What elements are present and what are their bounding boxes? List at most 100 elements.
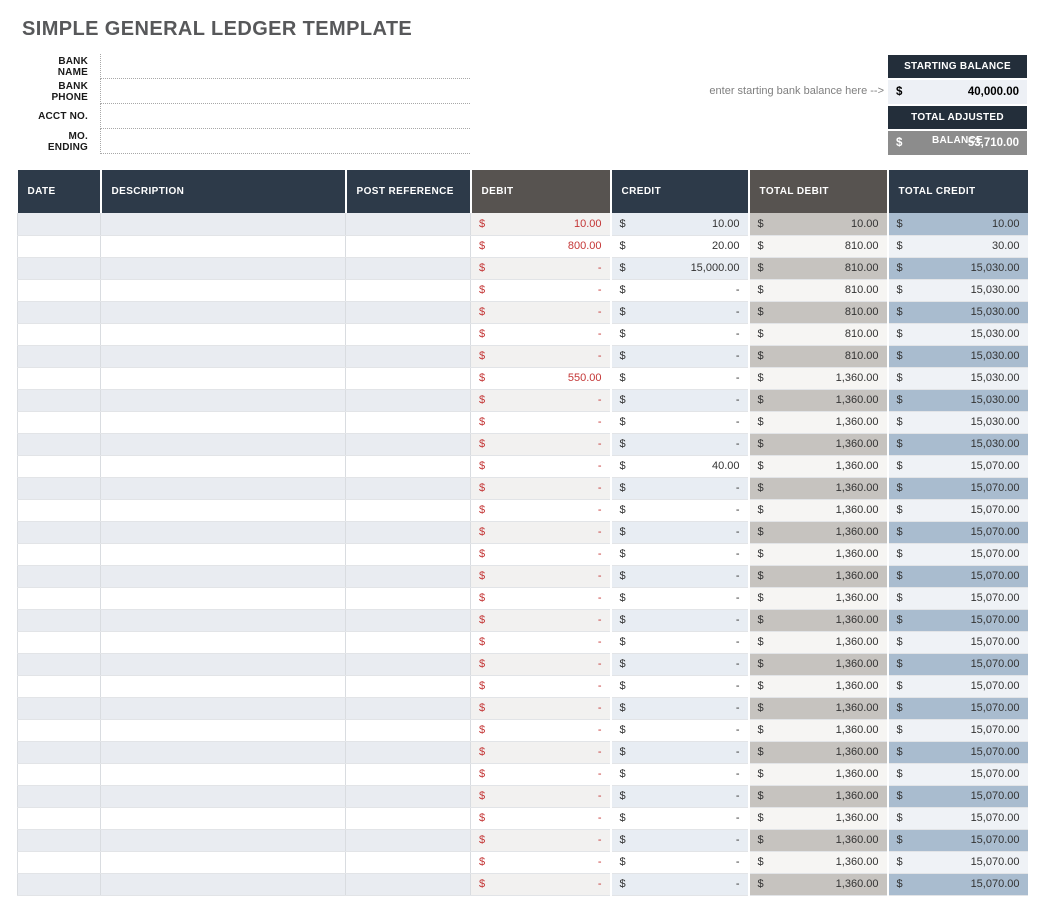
date-cell[interactable] — [17, 675, 101, 698]
total-credit-cell[interactable]: $15,070.00 — [887, 675, 1028, 698]
date-cell[interactable] — [17, 697, 101, 720]
post-reference-cell[interactable] — [345, 719, 471, 742]
credit-cell[interactable]: $ - — [610, 697, 750, 720]
total-debit-cell[interactable]: $810.00 — [748, 323, 889, 346]
total-debit-cell[interactable]: $1,360.00 — [748, 455, 889, 478]
total-credit-cell[interactable]: $15,070.00 — [887, 543, 1028, 566]
post-reference-cell[interactable] — [345, 521, 471, 544]
debit-cell[interactable]: $ - — [470, 653, 612, 676]
credit-cell[interactable]: $ - — [610, 521, 750, 544]
description-cell[interactable] — [100, 213, 346, 236]
total-credit-cell[interactable]: $15,070.00 — [887, 741, 1028, 764]
date-cell[interactable] — [17, 433, 101, 456]
post-reference-cell[interactable] — [345, 565, 471, 588]
description-cell[interactable] — [100, 719, 346, 742]
total-credit-cell[interactable]: $15,070.00 — [887, 455, 1028, 478]
total-debit-cell[interactable]: $1,360.00 — [748, 389, 889, 412]
debit-cell[interactable]: $10.00 — [470, 213, 612, 236]
credit-cell[interactable]: $20.00 — [610, 235, 750, 258]
post-reference-cell[interactable] — [345, 389, 471, 412]
credit-cell[interactable]: $ - — [610, 653, 750, 676]
date-cell[interactable] — [17, 367, 101, 390]
credit-cell[interactable]: $ - — [610, 675, 750, 698]
total-debit-cell[interactable]: $1,360.00 — [748, 763, 889, 786]
debit-cell[interactable]: $ - — [470, 499, 612, 522]
date-cell[interactable] — [17, 323, 101, 346]
total-credit-cell[interactable]: $15,070.00 — [887, 873, 1028, 896]
total-debit-cell[interactable]: $1,360.00 — [748, 653, 889, 676]
debit-cell[interactable]: $ - — [470, 587, 612, 610]
date-cell[interactable] — [17, 587, 101, 610]
description-cell[interactable] — [100, 631, 346, 654]
post-reference-cell[interactable] — [345, 257, 471, 280]
date-cell[interactable] — [17, 785, 101, 808]
post-reference-cell[interactable] — [345, 499, 471, 522]
credit-cell[interactable]: $ - — [610, 741, 750, 764]
total-debit-cell[interactable]: $1,360.00 — [748, 873, 889, 896]
description-cell[interactable] — [100, 763, 346, 786]
credit-cell[interactable]: $10.00 — [610, 213, 750, 236]
post-reference-cell[interactable] — [345, 587, 471, 610]
debit-cell[interactable]: $ - — [470, 785, 612, 808]
debit-cell[interactable]: $ - — [470, 411, 612, 434]
post-reference-cell[interactable] — [345, 609, 471, 632]
total-debit-cell[interactable]: $810.00 — [748, 257, 889, 280]
total-debit-cell[interactable]: $1,360.00 — [748, 785, 889, 808]
total-credit-cell[interactable]: $15,030.00 — [887, 367, 1028, 390]
total-debit-cell[interactable]: $1,360.00 — [748, 565, 889, 588]
bank-name-input[interactable] — [100, 54, 470, 79]
description-cell[interactable] — [100, 829, 346, 852]
total-debit-cell[interactable]: $1,360.00 — [748, 477, 889, 500]
post-reference-cell[interactable] — [345, 697, 471, 720]
description-cell[interactable] — [100, 367, 346, 390]
date-cell[interactable] — [17, 521, 101, 544]
post-reference-cell[interactable] — [345, 433, 471, 456]
total-debit-cell[interactable]: $810.00 — [748, 235, 889, 258]
debit-cell[interactable]: $550.00 — [470, 367, 612, 390]
credit-cell[interactable]: $ - — [610, 631, 750, 654]
total-debit-cell[interactable]: $1,360.00 — [748, 543, 889, 566]
date-cell[interactable] — [17, 235, 101, 258]
credit-cell[interactable]: $ - — [610, 345, 750, 368]
total-credit-cell[interactable]: $15,070.00 — [887, 565, 1028, 588]
date-cell[interactable] — [17, 565, 101, 588]
credit-cell[interactable]: $15,000.00 — [610, 257, 750, 280]
bank-phone-input[interactable] — [100, 79, 470, 104]
credit-cell[interactable]: $ - — [610, 565, 750, 588]
post-reference-cell[interactable] — [345, 741, 471, 764]
total-debit-cell[interactable]: $1,360.00 — [748, 433, 889, 456]
total-credit-cell[interactable]: $15,030.00 — [887, 433, 1028, 456]
post-reference-cell[interactable] — [345, 455, 471, 478]
date-cell[interactable] — [17, 653, 101, 676]
description-cell[interactable] — [100, 741, 346, 764]
description-cell[interactable] — [100, 587, 346, 610]
total-credit-cell[interactable]: $15,070.00 — [887, 697, 1028, 720]
starting-balance-cell[interactable]: $ 40,000.00 — [888, 80, 1027, 104]
total-debit-cell[interactable]: $1,360.00 — [748, 499, 889, 522]
total-debit-cell[interactable]: $1,360.00 — [748, 587, 889, 610]
debit-cell[interactable]: $ - — [470, 323, 612, 346]
debit-cell[interactable]: $ - — [470, 389, 612, 412]
date-cell[interactable] — [17, 477, 101, 500]
date-cell[interactable] — [17, 389, 101, 412]
total-credit-cell[interactable]: $15,070.00 — [887, 829, 1028, 852]
total-credit-cell[interactable]: $15,070.00 — [887, 521, 1028, 544]
description-cell[interactable] — [100, 477, 346, 500]
post-reference-cell[interactable] — [345, 653, 471, 676]
post-reference-cell[interactable] — [345, 631, 471, 654]
debit-cell[interactable]: $ - — [470, 609, 612, 632]
description-cell[interactable] — [100, 257, 346, 280]
total-debit-cell[interactable]: $1,360.00 — [748, 851, 889, 874]
total-debit-cell[interactable]: $1,360.00 — [748, 521, 889, 544]
credit-cell[interactable]: $ - — [610, 279, 750, 302]
mo-ending-input[interactable] — [100, 129, 470, 154]
post-reference-cell[interactable] — [345, 345, 471, 368]
total-credit-cell[interactable]: $15,030.00 — [887, 323, 1028, 346]
post-reference-cell[interactable] — [345, 213, 471, 236]
total-debit-cell[interactable]: $1,360.00 — [748, 807, 889, 830]
description-cell[interactable] — [100, 609, 346, 632]
description-cell[interactable] — [100, 697, 346, 720]
post-reference-cell[interactable] — [345, 543, 471, 566]
description-cell[interactable] — [100, 301, 346, 324]
debit-cell[interactable]: $ - — [470, 543, 612, 566]
